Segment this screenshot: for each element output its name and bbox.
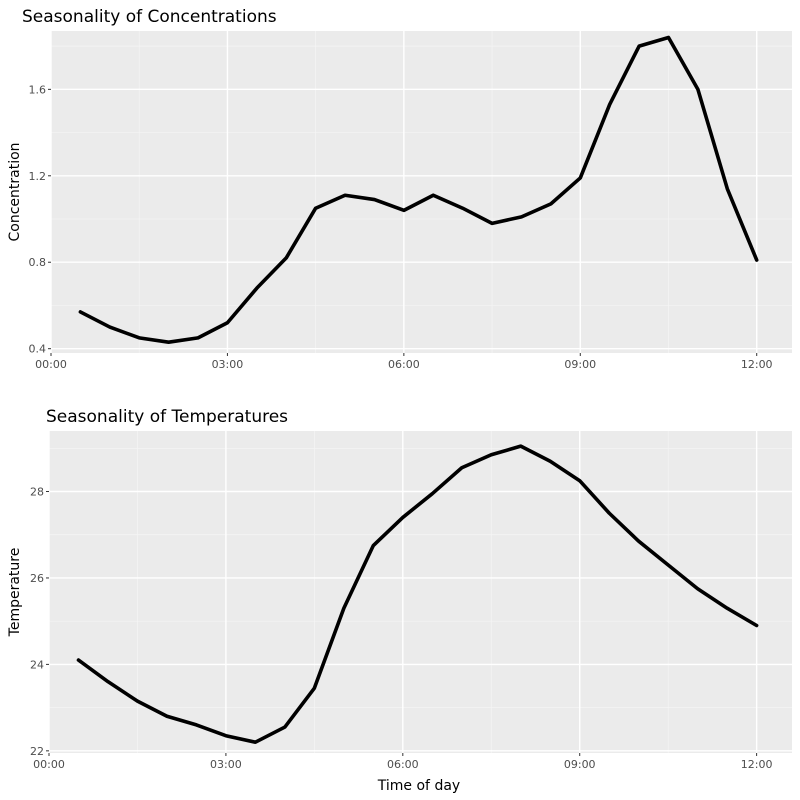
concentration-x-axis: 00:00 03:00 06:00 09:00 12:00	[35, 353, 773, 371]
concentration-plot-background	[51, 31, 792, 353]
concentration-y-tick-label: 0.4	[29, 343, 47, 356]
temperature-panel: Seasonality of Temperatures 22 24 26 28 00:…	[7, 407, 792, 794]
temperature-y-axis: 22 24 26 28	[30, 486, 49, 758]
concentration-y-tick-label: 1.6	[29, 83, 47, 96]
temperature-gridlines	[48, 431, 792, 753]
temperature-x-axis: 00:00 03:00 06:00 09:00 12:00	[33, 753, 772, 771]
temperature-x-axis-title: Time of day	[377, 778, 460, 794]
concentration-panel: Seasonality of Concentrations 0.4 0.8 1.2 1…	[7, 7, 792, 371]
concentration-x-tick-label: 09:00	[564, 358, 596, 371]
concentration-x-tick-label: 12:00	[741, 358, 773, 371]
temperature-x-tick-label: 12:00	[741, 758, 773, 771]
concentration-x-tick-label: 03:00	[212, 358, 244, 371]
concentration-y-tick-label: 1.2	[29, 170, 47, 183]
temperature-chart-title: Seasonality of Temperatures	[46, 407, 288, 427]
concentration-x-tick-label: 00:00	[35, 358, 67, 371]
concentration-x-tick-label: 06:00	[388, 358, 420, 371]
temperature-series-line	[76, 444, 759, 744]
temperature-y-tick-label: 24	[30, 658, 44, 671]
temperature-x-tick-label: 00:00	[33, 758, 65, 771]
concentration-y-tick-label: 0.8	[29, 256, 47, 269]
temperature-plot-background	[49, 431, 792, 753]
concentration-y-axis-title: Concentration	[7, 142, 23, 241]
temperature-x-tick-label: 06:00	[387, 758, 419, 771]
concentration-chart-title: Seasonality of Concentrations	[22, 7, 277, 27]
temperature-y-tick-label: 28	[30, 486, 44, 499]
concentration-gridlines	[50, 31, 792, 353]
temperature-y-tick-label: 22	[30, 745, 44, 758]
concentration-y-axis: 0.4 0.8 1.2 1.6	[29, 83, 51, 356]
concentration-series-line	[78, 35, 759, 344]
temperature-x-tick-label: 03:00	[210, 758, 242, 771]
temperature-x-tick-label: 09:00	[564, 758, 596, 771]
temperature-y-tick-label: 26	[30, 572, 44, 585]
temperature-y-axis-title: Temperature	[7, 548, 23, 638]
